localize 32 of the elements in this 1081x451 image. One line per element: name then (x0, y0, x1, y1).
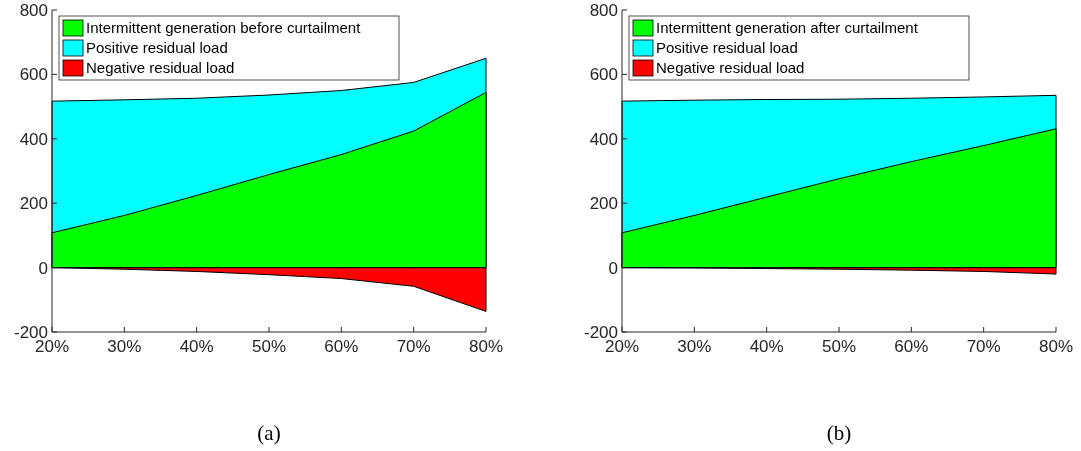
x-tick-label: 70% (966, 337, 1001, 356)
x-tick-label: 60% (894, 337, 929, 356)
x-tick-label: 30% (107, 337, 142, 356)
y-tick-label: 400 (19, 129, 48, 149)
text: (a) (257, 421, 281, 445)
legend-label: Intermittent generation before curtailment (86, 19, 362, 37)
y-tick-label: 0 (38, 258, 48, 278)
x-tick-label: 80% (1038, 337, 1074, 356)
y-tick-label: 800 (589, 0, 618, 20)
y-tick-label: 600 (19, 65, 48, 85)
x-tick-label: 60% (324, 337, 359, 356)
x-tick-label: 20% (604, 337, 640, 356)
legend-label: Positive residual load (86, 39, 228, 57)
legend-label: Negative residual load (656, 59, 805, 77)
text: (b) (826, 421, 852, 445)
y-tick-label: 800 (19, 0, 48, 20)
y-tick-label: 0 (608, 258, 618, 278)
x-tick-label: 80% (468, 337, 504, 356)
x-tick-label: 50% (251, 337, 287, 356)
x-tick-label: 30% (677, 337, 712, 356)
y-tick-label: 600 (589, 65, 618, 85)
y-tick-label: 400 (589, 129, 618, 149)
x-tick-label: 20% (34, 337, 70, 356)
legend-label: Positive residual load (656, 39, 798, 57)
x-tick-label: 70% (396, 337, 431, 356)
legend-label: Intermittent generation after curtailment (656, 19, 919, 37)
legend-label: Negative residual load (86, 59, 235, 77)
x-tick-label: 40% (749, 337, 784, 356)
x-tick-label: 50% (821, 337, 857, 356)
x-tick-label: 40% (179, 337, 214, 356)
y-tick-label: 200 (589, 194, 618, 214)
y-tick-label: 200 (19, 194, 48, 214)
